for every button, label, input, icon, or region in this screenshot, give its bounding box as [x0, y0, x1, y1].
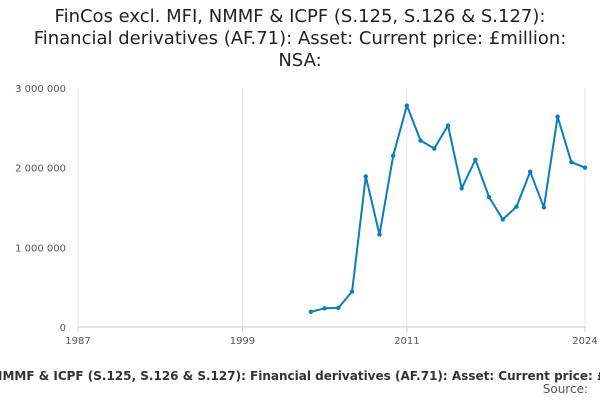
source-label: Source: — [542, 382, 588, 396]
data-point — [349, 289, 355, 294]
data-point — [514, 204, 519, 209]
data-point — [322, 306, 327, 311]
y-tick-label: 2 000 000 — [15, 164, 66, 175]
y-tick-label: 1 000 000 — [15, 243, 66, 254]
data-point — [486, 194, 492, 200]
data-point — [527, 169, 533, 174]
data-point — [500, 217, 505, 222]
x-tick-label: 1987 — [65, 336, 90, 347]
data-point — [377, 232, 382, 237]
data-point — [308, 309, 314, 315]
x-tick-label: 1999 — [230, 336, 255, 347]
data-point — [473, 157, 478, 162]
y-tick-label: 0 — [60, 323, 66, 334]
legend-label: FinCos excl. MFI, NMMF & ICPF (S.125, S.… — [0, 368, 600, 383]
data-point — [445, 123, 451, 128]
data-point — [390, 153, 396, 158]
data-point — [459, 186, 464, 191]
chart-title-line-1: FinCos excl. MFI, NMMF & ICPF (S.125, S.… — [54, 6, 546, 27]
data-point — [555, 114, 560, 119]
data-point — [336, 305, 341, 311]
data-point — [363, 174, 368, 179]
data-point — [582, 165, 588, 170]
x-tick-label: 2011 — [394, 336, 419, 347]
data-point — [569, 159, 574, 165]
chart-title: FinCos excl. MFI, NMMF & ICPF (S.125, S.… — [0, 6, 600, 72]
chart-title-line-3: NSA: — [278, 50, 322, 71]
x-tick-label: 2024 — [572, 336, 597, 347]
data-point — [404, 103, 410, 108]
chart-title-line-2: Financial derivatives (AF.71): Asset: Cu… — [33, 28, 567, 49]
legend: FinCos excl. MFI, NMMF & ICPF (S.125, S.… — [0, 366, 600, 383]
data-point — [541, 205, 547, 210]
data-point — [432, 146, 437, 151]
y-tick-label: 3 000 000 — [15, 84, 66, 95]
data-point — [418, 138, 423, 143]
